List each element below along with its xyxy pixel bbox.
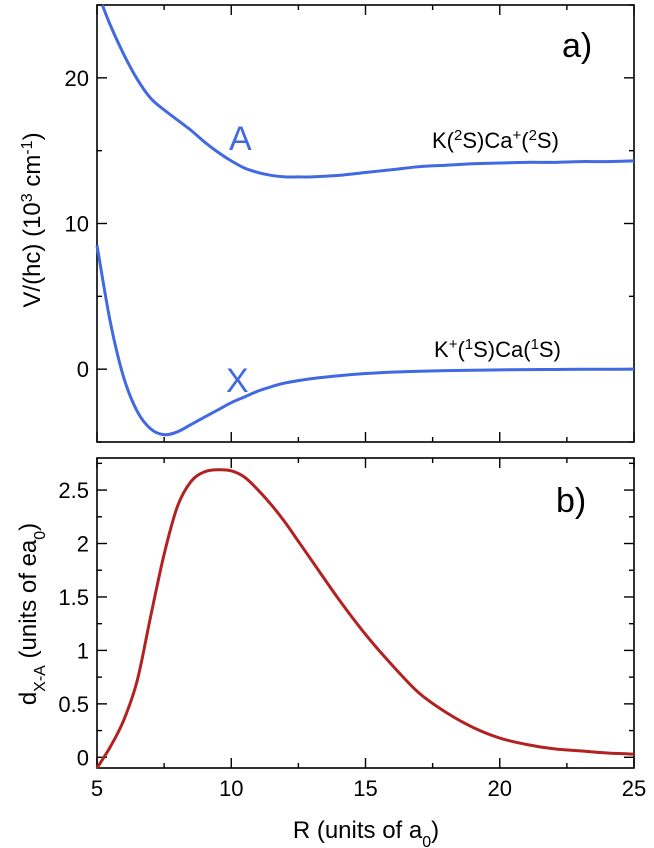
y-tick-label-20: 20 [65, 66, 89, 91]
panel-b-ticks [96, 458, 635, 768]
series-line-a-X [95, 245, 635, 437]
series-line-a-A [100, 4, 635, 179]
ylabel-units-subscript: 0 [32, 531, 49, 540]
xlabel-close: ) [431, 817, 439, 844]
asymptote-x-label: K+(1S)Ca(1S) [434, 336, 561, 363]
series-line-b-0 [95, 468, 635, 769]
x-axis-label: R (units of a0) [293, 817, 439, 848]
panel-b-tick-labels: 5 10 15 20 25 0 0.5 1 1.5 2 2.5 [58, 478, 646, 801]
ylabel-symbol: d [15, 692, 42, 705]
panel-a-ticks [96, 4, 635, 443]
panel-a-y-axis-label: V/(hc) (103 cm-1) [19, 132, 47, 307]
y-tick-label-0.5: 0.5 [58, 692, 89, 717]
y-tick-label-1.5: 1.5 [58, 585, 89, 610]
x-tick-label-20: 20 [488, 776, 512, 801]
panel-b-y-axis-label: dX-A (units of ea0) [15, 523, 49, 705]
xlabel-subscript: 0 [422, 834, 431, 848]
panel-a-potential-curves: 0 10 20 a) A X K(2S)Ca+(2S) K+(1S)Ca(1S) V… [19, 4, 635, 443]
panel-a-tick-labels: 0 10 20 [65, 66, 89, 382]
y-tick-label-1: 1 [77, 638, 89, 663]
x-tick-label-5: 5 [91, 776, 103, 801]
panel-a-curves [95, 4, 635, 437]
panel-a-frame [96, 4, 635, 443]
y-tick-label-0: 0 [77, 745, 89, 770]
x-tick-label-25: 25 [622, 776, 646, 801]
panel-b-label: b) [556, 482, 586, 520]
x-tick-label-10: 10 [219, 776, 243, 801]
y-tick-label-10: 10 [65, 212, 89, 237]
state-a-label: A [229, 120, 252, 158]
y-tick-label-2: 2 [77, 532, 89, 557]
asymptote-a-label: K(2S)Ca+(2S) [432, 127, 559, 154]
x-tick-label-15: 15 [353, 776, 377, 801]
panel-b-dipole-moment: 5 10 15 20 25 0 0.5 1 1.5 2 2.5 b) dX-A (units of … [15, 457, 646, 848]
state-x-label: X [226, 362, 249, 400]
y-tick-label-2.5: 2.5 [58, 478, 89, 503]
ylabel-close: ) [15, 523, 42, 531]
panel-a-label: a) [562, 27, 592, 65]
xlabel-text: R (units of a [293, 817, 423, 844]
ylabel-units: (units of ea [15, 539, 42, 665]
panel-b-curves [95, 468, 635, 769]
y-tick-label-0: 0 [77, 357, 89, 382]
ylabel-subscript: X-A [32, 665, 49, 692]
